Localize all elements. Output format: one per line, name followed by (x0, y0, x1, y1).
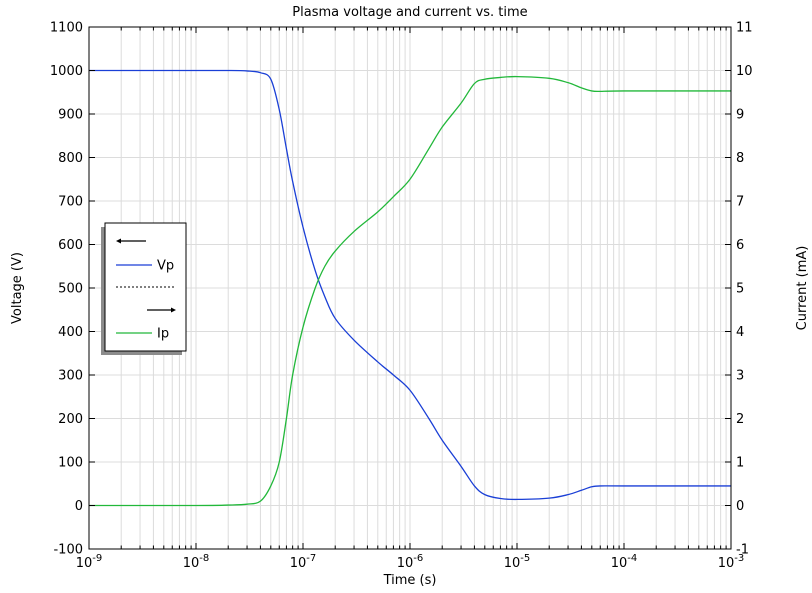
legend-arrowhead-left (116, 238, 121, 244)
y-left-tick-label: 500 (58, 282, 83, 297)
y-right-tick-label: 7 (736, 195, 744, 210)
legend-arrowhead-right (171, 307, 176, 313)
y-right-tick-label: 1 (736, 456, 744, 471)
y-left-tick-label: 0 (75, 499, 83, 514)
legend-label-ip: Ip (157, 327, 169, 342)
y-left-tick-labels: -100 0 100 200 300 400 500 600 700 800 900 1000 1100 (50, 21, 83, 558)
y-right-tick-label: 8 (736, 151, 744, 166)
y-right-tick-label: 4 (736, 325, 744, 340)
y-right-tick-label: -1 (736, 543, 749, 558)
y-right-axis-label: Current (mA) (795, 246, 810, 331)
y-left-tick-label: 800 (58, 151, 83, 166)
y-left-tick-label: 700 (58, 195, 83, 210)
ticks (88, 26, 732, 550)
chart-title: Plasma voltage and current vs. time (292, 5, 527, 20)
y-left-axis-label: Voltage (V) (10, 252, 25, 324)
series-layer (88, 69, 732, 507)
series-line-vp (88, 69, 732, 501)
y-left-tick-label: -100 (53, 543, 83, 558)
x-tick-label: 10-8 (183, 553, 210, 571)
legend-label-vp: Vp (157, 259, 174, 274)
y-right-tick-label: 6 (736, 238, 744, 253)
y-left-tick-label: 600 (58, 238, 83, 253)
x-tick-label: 10-9 (76, 553, 103, 571)
y-left-tick-label: 1000 (50, 64, 83, 79)
legend: Vp Ip (101, 222, 187, 355)
y-right-tick-label: 2 (736, 412, 744, 427)
y-left-tick-label: 300 (58, 369, 83, 384)
y-right-tick-label: 0 (736, 499, 744, 514)
x-tick-label: 10-5 (504, 553, 531, 571)
y-left-tick-label: 400 (58, 325, 83, 340)
y-left-tick-label: 200 (58, 412, 83, 427)
x-tick-label: 10-6 (397, 553, 424, 571)
y-right-tick-label: 9 (736, 108, 744, 123)
y-right-tick-label: 11 (736, 21, 753, 36)
x-tick-label: 10-7 (290, 553, 317, 571)
x-axis-label: Time (s) (383, 573, 437, 588)
y-right-tick-labels: -1 0 1 2 3 4 5 6 7 8 9 10 11 (736, 21, 753, 558)
x-tick-labels: 10-9 10-8 10-7 10-6 10-5 10-4 10-3 (76, 553, 745, 571)
y-right-tick-label: 3 (736, 369, 744, 384)
y-right-tick-label: 10 (736, 64, 753, 79)
series-line-ip (88, 75, 732, 507)
x-tick-label: 10-4 (611, 553, 638, 571)
y-left-tick-label: 100 (58, 456, 83, 471)
x-tick-label: 10-3 (718, 553, 745, 571)
y-right-tick-label: 5 (736, 282, 744, 297)
y-left-tick-label: 900 (58, 108, 83, 123)
y-left-tick-label: 1100 (50, 21, 83, 36)
